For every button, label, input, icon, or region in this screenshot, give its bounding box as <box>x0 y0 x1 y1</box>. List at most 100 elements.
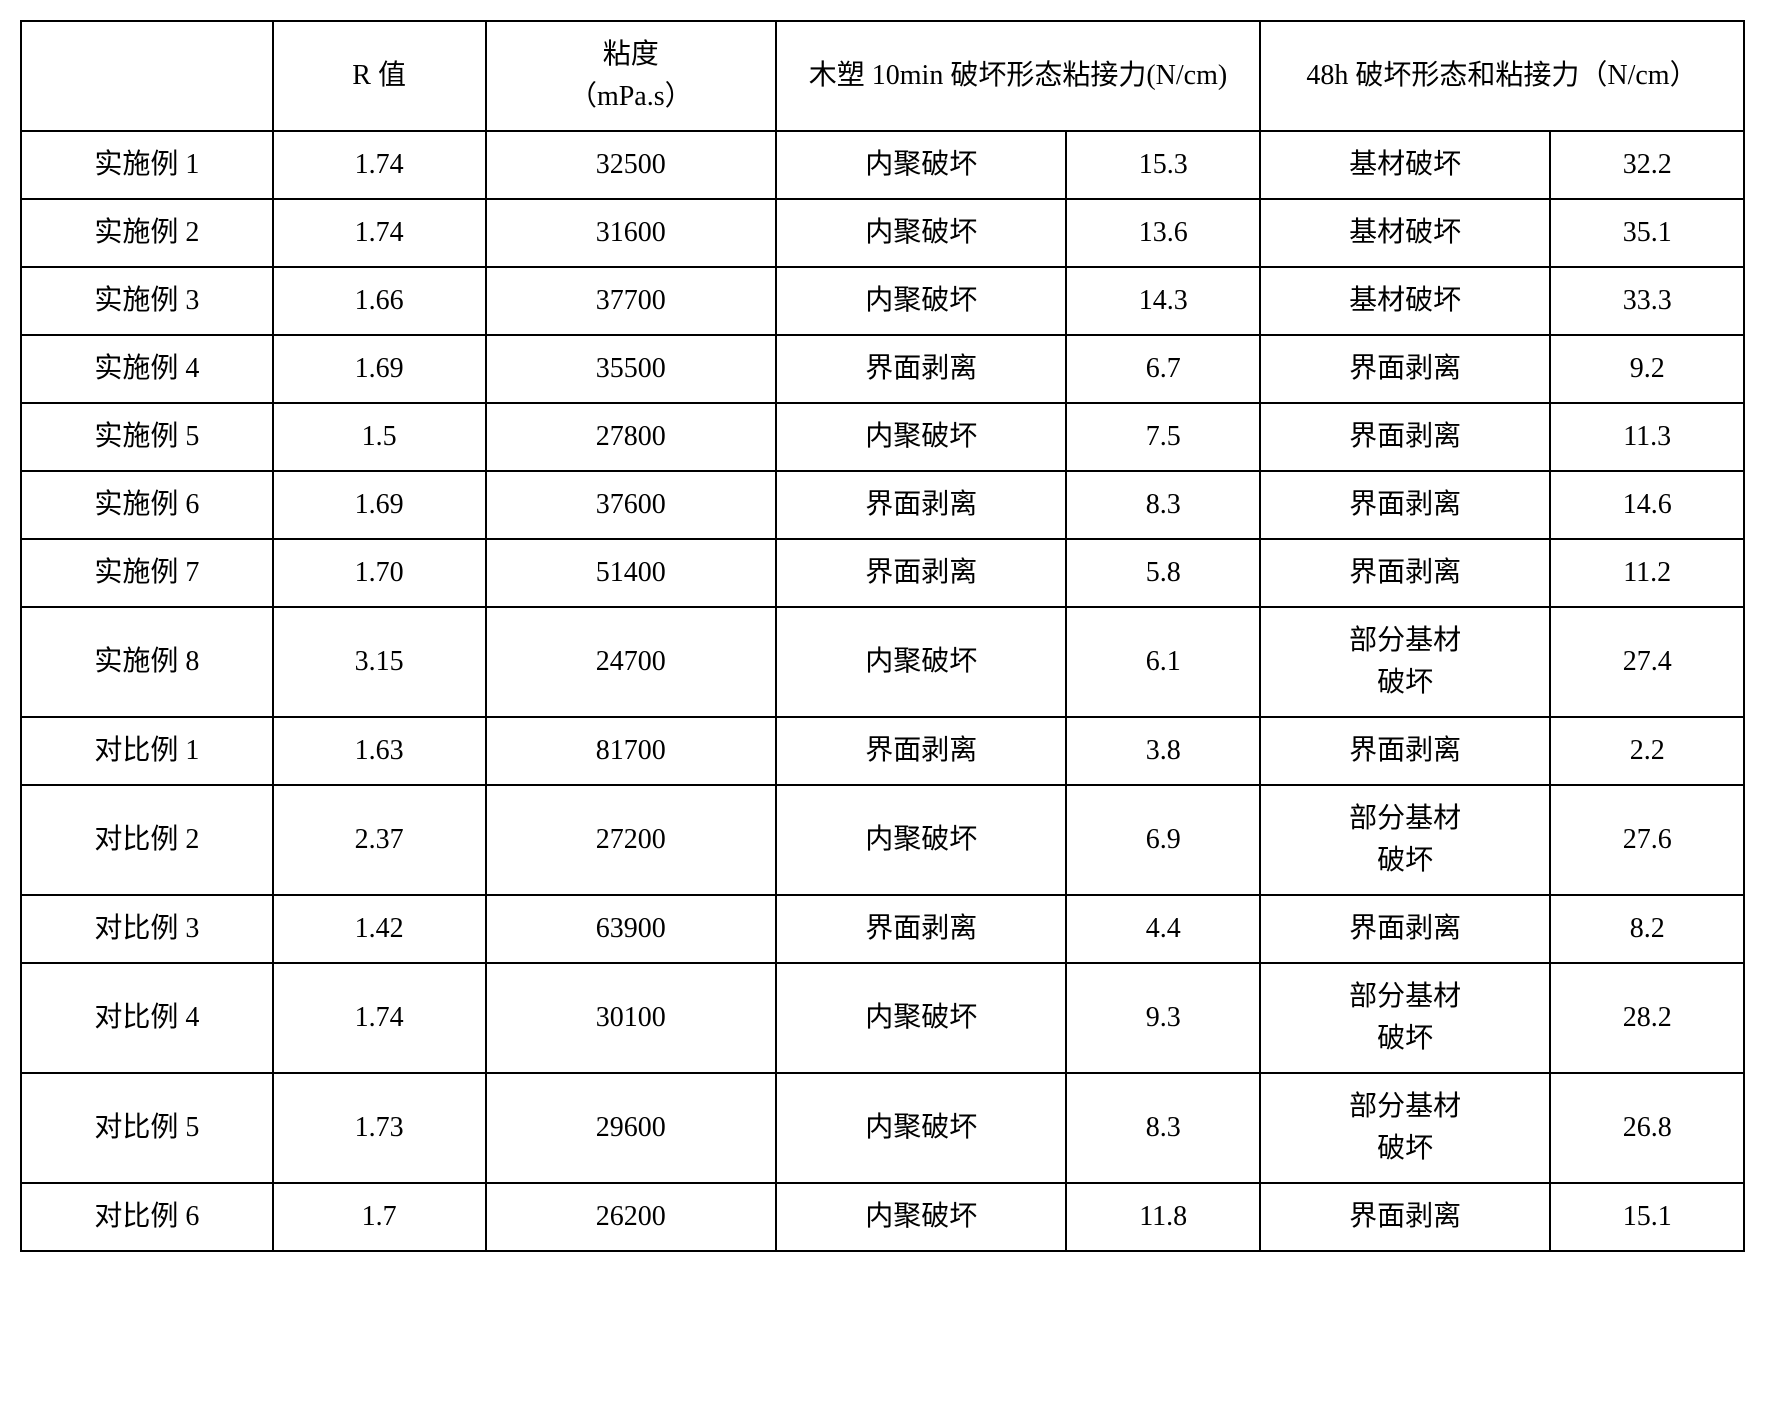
header-10min: 木塑 10min 破坏形态粘接力(N/cm) <box>776 21 1260 131</box>
cell-label: 对比例 1 <box>21 717 273 785</box>
table-header: R 值 粘度（mPa.s） 木塑 10min 破坏形态粘接力(N/cm) 48h… <box>21 21 1744 131</box>
table-row: 实施例 41.6935500界面剥离6.7界面剥离9.2 <box>21 335 1744 403</box>
table-row: 对比例 11.6381700界面剥离3.8界面剥离2.2 <box>21 717 1744 785</box>
cell-label: 实施例 5 <box>21 403 273 471</box>
cell-10min-type: 界面剥离 <box>776 539 1066 607</box>
cell-label: 实施例 4 <box>21 335 273 403</box>
cell-viscosity: 24700 <box>486 607 776 717</box>
cell-10min-type: 界面剥离 <box>776 895 1066 963</box>
cell-48h-val: 27.6 <box>1550 785 1744 895</box>
cell-48h-type: 界面剥离 <box>1260 717 1550 785</box>
cell-10min-val: 6.1 <box>1066 607 1260 717</box>
cell-10min-val: 13.6 <box>1066 199 1260 267</box>
table-row: 对比例 31.4263900界面剥离4.4界面剥离8.2 <box>21 895 1744 963</box>
cell-viscosity: 35500 <box>486 335 776 403</box>
cell-10min-type: 内聚破坏 <box>776 785 1066 895</box>
cell-10min-val: 7.5 <box>1066 403 1260 471</box>
cell-10min-type: 内聚破坏 <box>776 1073 1066 1183</box>
cell-viscosity: 63900 <box>486 895 776 963</box>
table-row: 实施例 61.6937600界面剥离8.3界面剥离14.6 <box>21 471 1744 539</box>
table-row: 对比例 61.726200内聚破坏11.8界面剥离15.1 <box>21 1183 1744 1251</box>
cell-viscosity: 37700 <box>486 267 776 335</box>
cell-10min-val: 14.3 <box>1066 267 1260 335</box>
cell-48h-type: 部分基材破坏 <box>1260 607 1550 717</box>
cell-48h-type: 部分基材破坏 <box>1260 963 1550 1073</box>
cell-r-value: 1.42 <box>273 895 486 963</box>
cell-48h-type: 界面剥离 <box>1260 539 1550 607</box>
cell-10min-type: 界面剥离 <box>776 335 1066 403</box>
cell-r-value: 1.69 <box>273 471 486 539</box>
cell-label: 对比例 2 <box>21 785 273 895</box>
cell-48h-type: 部分基材破坏 <box>1260 1073 1550 1183</box>
cell-10min-type: 内聚破坏 <box>776 131 1066 199</box>
cell-48h-val: 2.2 <box>1550 717 1744 785</box>
cell-viscosity: 26200 <box>486 1183 776 1251</box>
cell-r-value: 2.37 <box>273 785 486 895</box>
cell-48h-type: 界面剥离 <box>1260 471 1550 539</box>
header-r-value: R 值 <box>273 21 486 131</box>
cell-10min-type: 内聚破坏 <box>776 199 1066 267</box>
header-48h: 48h 破坏形态和粘接力（N/cm） <box>1260 21 1744 131</box>
cell-label: 实施例 6 <box>21 471 273 539</box>
cell-label: 对比例 5 <box>21 1073 273 1183</box>
cell-48h-type: 界面剥离 <box>1260 895 1550 963</box>
cell-48h-val: 11.3 <box>1550 403 1744 471</box>
table-row: 实施例 21.7431600内聚破坏13.6基材破坏35.1 <box>21 199 1744 267</box>
cell-48h-val: 15.1 <box>1550 1183 1744 1251</box>
cell-label: 实施例 3 <box>21 267 273 335</box>
cell-10min-val: 11.8 <box>1066 1183 1260 1251</box>
cell-viscosity: 30100 <box>486 963 776 1073</box>
cell-48h-type: 基材破坏 <box>1260 131 1550 199</box>
cell-10min-type: 内聚破坏 <box>776 1183 1066 1251</box>
cell-48h-val: 26.8 <box>1550 1073 1744 1183</box>
cell-48h-type: 界面剥离 <box>1260 335 1550 403</box>
cell-viscosity: 29600 <box>486 1073 776 1183</box>
cell-10min-type: 内聚破坏 <box>776 267 1066 335</box>
cell-viscosity: 37600 <box>486 471 776 539</box>
table-row: 实施例 31.6637700内聚破坏14.3基材破坏33.3 <box>21 267 1744 335</box>
cell-48h-type: 界面剥离 <box>1260 403 1550 471</box>
cell-viscosity: 27800 <box>486 403 776 471</box>
cell-48h-val: 14.6 <box>1550 471 1744 539</box>
cell-r-value: 1.74 <box>273 131 486 199</box>
cell-r-value: 1.74 <box>273 963 486 1073</box>
cell-r-value: 1.69 <box>273 335 486 403</box>
table-row: 实施例 51.527800内聚破坏7.5界面剥离11.3 <box>21 403 1744 471</box>
cell-r-value: 1.66 <box>273 267 486 335</box>
cell-label: 实施例 1 <box>21 131 273 199</box>
cell-10min-val: 8.3 <box>1066 471 1260 539</box>
cell-10min-val: 6.7 <box>1066 335 1260 403</box>
table-row: 对比例 41.7430100内聚破坏9.3部分基材破坏28.2 <box>21 963 1744 1073</box>
cell-10min-type: 内聚破坏 <box>776 403 1066 471</box>
header-viscosity: 粘度（mPa.s） <box>486 21 776 131</box>
cell-viscosity: 27200 <box>486 785 776 895</box>
cell-label: 实施例 2 <box>21 199 273 267</box>
cell-label: 对比例 4 <box>21 963 273 1073</box>
cell-10min-val: 5.8 <box>1066 539 1260 607</box>
cell-48h-type: 界面剥离 <box>1260 1183 1550 1251</box>
table-body: 实施例 11.7432500内聚破坏15.3基材破坏32.2实施例 21.743… <box>21 131 1744 1251</box>
cell-10min-type: 界面剥离 <box>776 471 1066 539</box>
cell-10min-val: 6.9 <box>1066 785 1260 895</box>
cell-10min-type: 界面剥离 <box>776 717 1066 785</box>
cell-r-value: 1.5 <box>273 403 486 471</box>
table-row: 对比例 51.7329600内聚破坏8.3部分基材破坏26.8 <box>21 1073 1744 1183</box>
cell-10min-val: 9.3 <box>1066 963 1260 1073</box>
cell-10min-type: 内聚破坏 <box>776 963 1066 1073</box>
cell-48h-val: 9.2 <box>1550 335 1744 403</box>
cell-r-value: 1.63 <box>273 717 486 785</box>
cell-viscosity: 81700 <box>486 717 776 785</box>
cell-r-value: 1.74 <box>273 199 486 267</box>
cell-label: 实施例 8 <box>21 607 273 717</box>
cell-10min-type: 内聚破坏 <box>776 607 1066 717</box>
cell-viscosity: 32500 <box>486 131 776 199</box>
table-row: 实施例 83.1524700内聚破坏6.1部分基材破坏27.4 <box>21 607 1744 717</box>
cell-48h-val: 28.2 <box>1550 963 1744 1073</box>
cell-r-value: 1.7 <box>273 1183 486 1251</box>
cell-48h-val: 27.4 <box>1550 607 1744 717</box>
header-row: R 值 粘度（mPa.s） 木塑 10min 破坏形态粘接力(N/cm) 48h… <box>21 21 1744 131</box>
cell-label: 实施例 7 <box>21 539 273 607</box>
cell-r-value: 1.73 <box>273 1073 486 1183</box>
cell-viscosity: 51400 <box>486 539 776 607</box>
table-row: 实施例 71.7051400界面剥离5.8界面剥离11.2 <box>21 539 1744 607</box>
